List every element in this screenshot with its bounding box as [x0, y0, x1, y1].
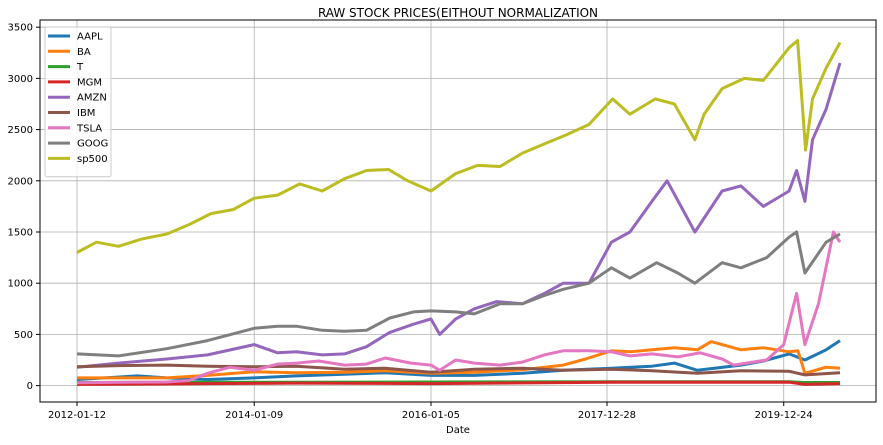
y-tick-label: 1500 — [8, 227, 33, 238]
grid — [40, 20, 876, 402]
x-tick-label: 2016-01-05 — [402, 410, 460, 421]
y-tick-label: 0 — [27, 381, 33, 392]
y-tick-label: 2500 — [8, 125, 33, 136]
legend-label-aapl: AAPL — [77, 32, 103, 43]
y-tick-label: 2000 — [8, 176, 33, 187]
x-axis-label: Date — [446, 425, 470, 436]
x-tick-label: 2012-01-12 — [48, 410, 106, 421]
y-tick-label: 3000 — [8, 74, 33, 85]
legend-box — [44, 26, 112, 178]
series-line-ibm — [76, 363, 841, 377]
x-tick-label: 2014-01-09 — [225, 410, 283, 421]
legend-label-ibm: IBM — [77, 108, 95, 119]
series-lines — [76, 39, 842, 386]
series-line-mgm — [76, 380, 841, 386]
x-axis-ticks: 2012-01-12 2014-01-09 2016-01-05 2017-12-28… — [48, 402, 813, 421]
y-tick-label: 3500 — [8, 23, 33, 34]
legend-label-t: T — [76, 62, 84, 73]
series-line-amzn — [76, 62, 842, 369]
plot-frame — [39, 19, 877, 403]
y-tick-label: 1000 — [8, 279, 33, 290]
y-axis-ticks: 0 500 1000 1500 2000 2500 3000 3500 — [8, 23, 40, 392]
series-line-aapl — [76, 339, 841, 381]
legend-label-sp500: sp500 — [77, 154, 108, 165]
y-tick-label: 500 — [14, 330, 33, 341]
series-line-sp500 — [76, 39, 842, 254]
x-tick-label: 2017-12-28 — [578, 410, 636, 421]
legend-label-mgm: MGM — [77, 77, 102, 88]
legend-label-amzn: AMZN — [77, 93, 107, 104]
legend: AAPL BA T MGM AMZN IBM TSLA GOOG sp500 — [44, 26, 112, 178]
series-line-goog — [76, 230, 841, 358]
legend-label-goog: GOOG — [77, 139, 108, 150]
legend-label-tsla: TSLA — [76, 123, 102, 134]
chart-title: RAW STOCK PRICES(EITHOUT NORMALIZATION — [318, 6, 598, 20]
series-line-tsla — [76, 230, 842, 385]
x-tick-label: 2019-12-24 — [755, 410, 813, 421]
legend-label-ba: BA — [77, 47, 91, 58]
